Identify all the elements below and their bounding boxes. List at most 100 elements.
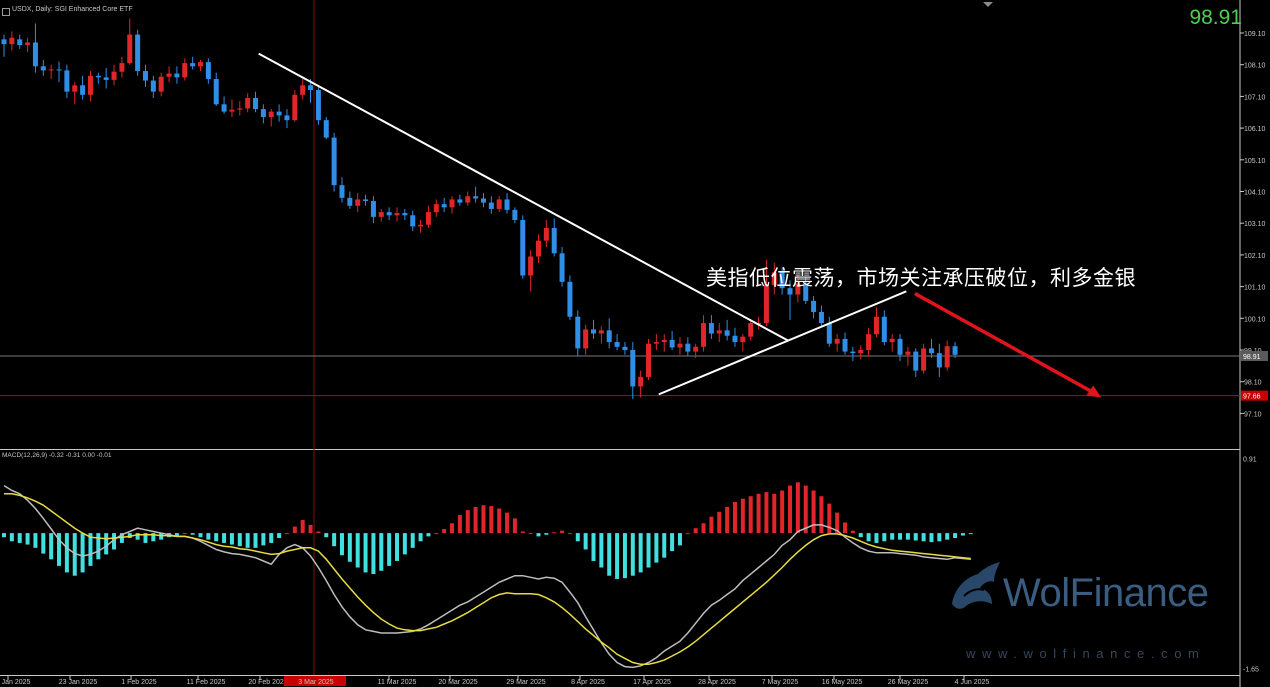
macd-histogram-bar bbox=[174, 533, 179, 536]
candle-body bbox=[150, 80, 156, 92]
macd-histogram-bar bbox=[560, 530, 565, 534]
candle-body bbox=[575, 316, 581, 349]
candle-body bbox=[386, 212, 392, 216]
candle-body bbox=[551, 227, 557, 254]
macd-histogram-bar bbox=[567, 533, 572, 535]
macd-histogram-bar bbox=[512, 518, 517, 534]
candle-body bbox=[520, 220, 526, 276]
macd-histogram-bar bbox=[905, 533, 910, 540]
forecast-arrow-head bbox=[1086, 385, 1102, 398]
candle-body bbox=[441, 204, 447, 208]
candle-body bbox=[873, 316, 879, 335]
macd-histogram-bar bbox=[622, 533, 627, 579]
candle-body bbox=[504, 199, 510, 210]
macd-histogram-bar bbox=[803, 485, 808, 534]
time-tick-label: 8 Apr 2025 bbox=[571, 679, 605, 686]
price-tick-label: 108.10 bbox=[1244, 63, 1266, 70]
candle-body bbox=[724, 330, 730, 336]
macd-histogram-bar bbox=[929, 533, 934, 543]
macd-histogram-bar bbox=[410, 533, 415, 548]
candle-body bbox=[693, 346, 699, 352]
price-tick-label: 102.10 bbox=[1244, 253, 1266, 260]
candle-body bbox=[418, 224, 424, 227]
candle-body bbox=[606, 330, 612, 343]
candle-body bbox=[260, 109, 266, 118]
candle-body bbox=[465, 196, 471, 203]
macd-histogram-bar bbox=[898, 533, 903, 540]
macd-histogram-bar bbox=[890, 533, 895, 540]
macd-histogram-bar bbox=[709, 516, 714, 534]
macd-histogram-bar bbox=[245, 533, 250, 548]
macd-histogram-bar bbox=[725, 506, 730, 534]
forecast-arrow-line bbox=[914, 292, 1097, 396]
signal-line bbox=[4, 493, 971, 665]
macd-histogram-bar bbox=[850, 530, 855, 534]
candle-body bbox=[32, 42, 38, 67]
price-tick-label: 101.10 bbox=[1244, 285, 1266, 292]
macd-histogram-bar bbox=[835, 512, 840, 534]
candle-body bbox=[127, 34, 133, 64]
candle-body bbox=[268, 111, 274, 118]
macd-histogram-bar bbox=[740, 498, 745, 534]
time-tick-label: 29 Mar 2025 bbox=[506, 679, 545, 686]
candle-body bbox=[787, 288, 793, 295]
candle-body bbox=[559, 253, 565, 282]
price-tick-label: 106.10 bbox=[1244, 126, 1266, 133]
candle-body bbox=[347, 197, 353, 206]
macd-histogram-bar bbox=[426, 533, 431, 537]
macd-histogram-bar bbox=[772, 493, 777, 534]
macd-histogram-bar bbox=[308, 524, 313, 534]
macd-histogram-bar bbox=[497, 508, 502, 534]
candle-body bbox=[677, 343, 683, 348]
macd-histogram-bar bbox=[599, 533, 604, 568]
macd-histogram-bar bbox=[544, 533, 549, 535]
macd-histogram-bar bbox=[2, 533, 6, 538]
macd-histogram-bar bbox=[748, 496, 753, 534]
candle-body bbox=[567, 281, 573, 317]
candle-body bbox=[95, 75, 101, 78]
macd-histogram-bar bbox=[347, 533, 352, 562]
price-tick-label: 104.10 bbox=[1244, 190, 1266, 197]
candle-body bbox=[661, 339, 667, 343]
macd-histogram-bar bbox=[80, 533, 85, 573]
macd-histogram-bar bbox=[913, 533, 918, 541]
macd-histogram-bar bbox=[788, 485, 792, 534]
support-tag: 97.66 bbox=[1243, 394, 1261, 401]
candle-body bbox=[881, 316, 887, 343]
macd-histogram-bar bbox=[64, 533, 69, 573]
macd-histogram-bar bbox=[654, 533, 659, 563]
price-tick-label: 107.10 bbox=[1244, 94, 1266, 101]
support-tag-bg bbox=[1241, 390, 1268, 401]
candle-body bbox=[944, 346, 950, 368]
candle-body bbox=[142, 71, 148, 81]
price-axis: 109.10 108.10 107.10 106.10 105.10 104.10 103.… bbox=[0, 31, 1268, 418]
candle-body bbox=[512, 209, 518, 221]
candle-body bbox=[543, 227, 549, 241]
candle-body bbox=[56, 69, 62, 71]
macd-histogram-bar bbox=[693, 528, 698, 534]
candle-body bbox=[528, 256, 534, 276]
macd-histogram-bar bbox=[646, 533, 651, 568]
macd-histogram-bar bbox=[332, 533, 337, 547]
candle-body bbox=[457, 199, 463, 203]
macd-histogram-bar bbox=[127, 533, 132, 539]
macd-histogram-bar bbox=[72, 533, 77, 576]
macd-histogram-bar bbox=[159, 533, 164, 540]
macd-histogram-bar bbox=[583, 533, 588, 550]
macd-histogram-bar bbox=[874, 533, 879, 543]
macd-histogram-bar bbox=[819, 496, 824, 534]
candle-body bbox=[135, 34, 141, 72]
candle-body bbox=[716, 330, 722, 334]
candle-body bbox=[284, 115, 290, 121]
macd-histogram-bar bbox=[206, 533, 211, 540]
candle-body bbox=[433, 204, 439, 213]
candle-body bbox=[205, 62, 211, 79]
candle-body bbox=[535, 240, 541, 257]
macd-histogram-bar bbox=[355, 533, 360, 568]
macd-histogram-bar bbox=[222, 533, 227, 543]
macd-histogram-bar bbox=[575, 533, 580, 542]
price-tick-label: 109.10 bbox=[1244, 31, 1266, 38]
candle-series bbox=[1, 18, 958, 400]
macd-histogram-bar bbox=[379, 533, 384, 571]
